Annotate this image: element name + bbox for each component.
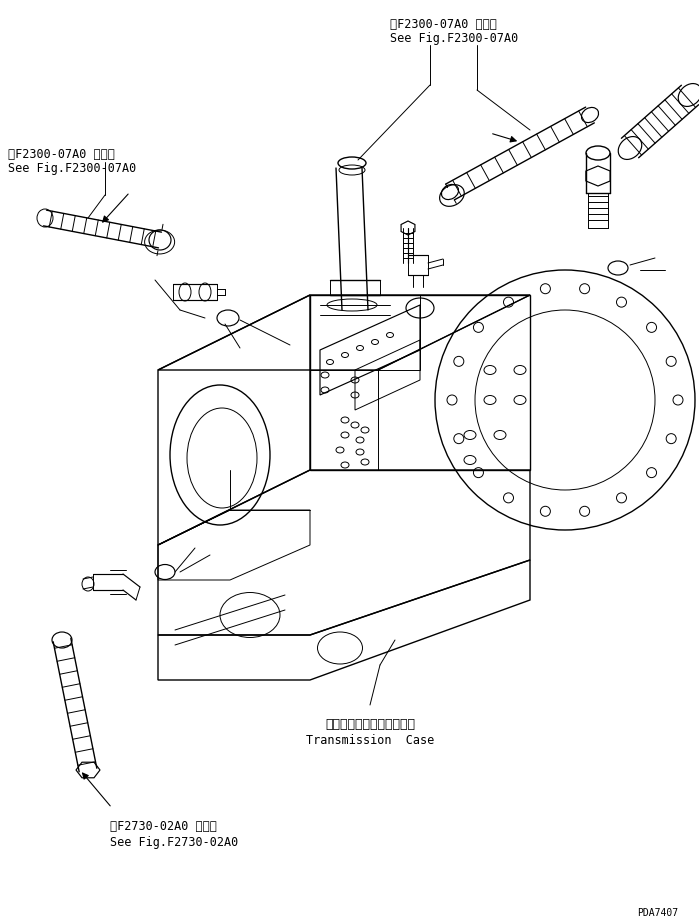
Text: PDA7407: PDA7407	[637, 908, 678, 918]
Text: See Fig.F2300-07A0: See Fig.F2300-07A0	[390, 32, 518, 45]
Text: 第F2300-07A0 図参照: 第F2300-07A0 図参照	[390, 18, 497, 31]
Text: トランスミッションケース: トランスミッションケース	[325, 718, 415, 731]
Text: See Fig.F2730-02A0: See Fig.F2730-02A0	[110, 836, 238, 849]
Text: Transmission  Case: Transmission Case	[306, 734, 434, 747]
Text: See Fig.F2300-07A0: See Fig.F2300-07A0	[8, 162, 136, 175]
Text: 第F2300-07A0 図参照: 第F2300-07A0 図参照	[8, 148, 115, 161]
Text: 第F2730-02A0 図参照: 第F2730-02A0 図参照	[110, 820, 217, 833]
